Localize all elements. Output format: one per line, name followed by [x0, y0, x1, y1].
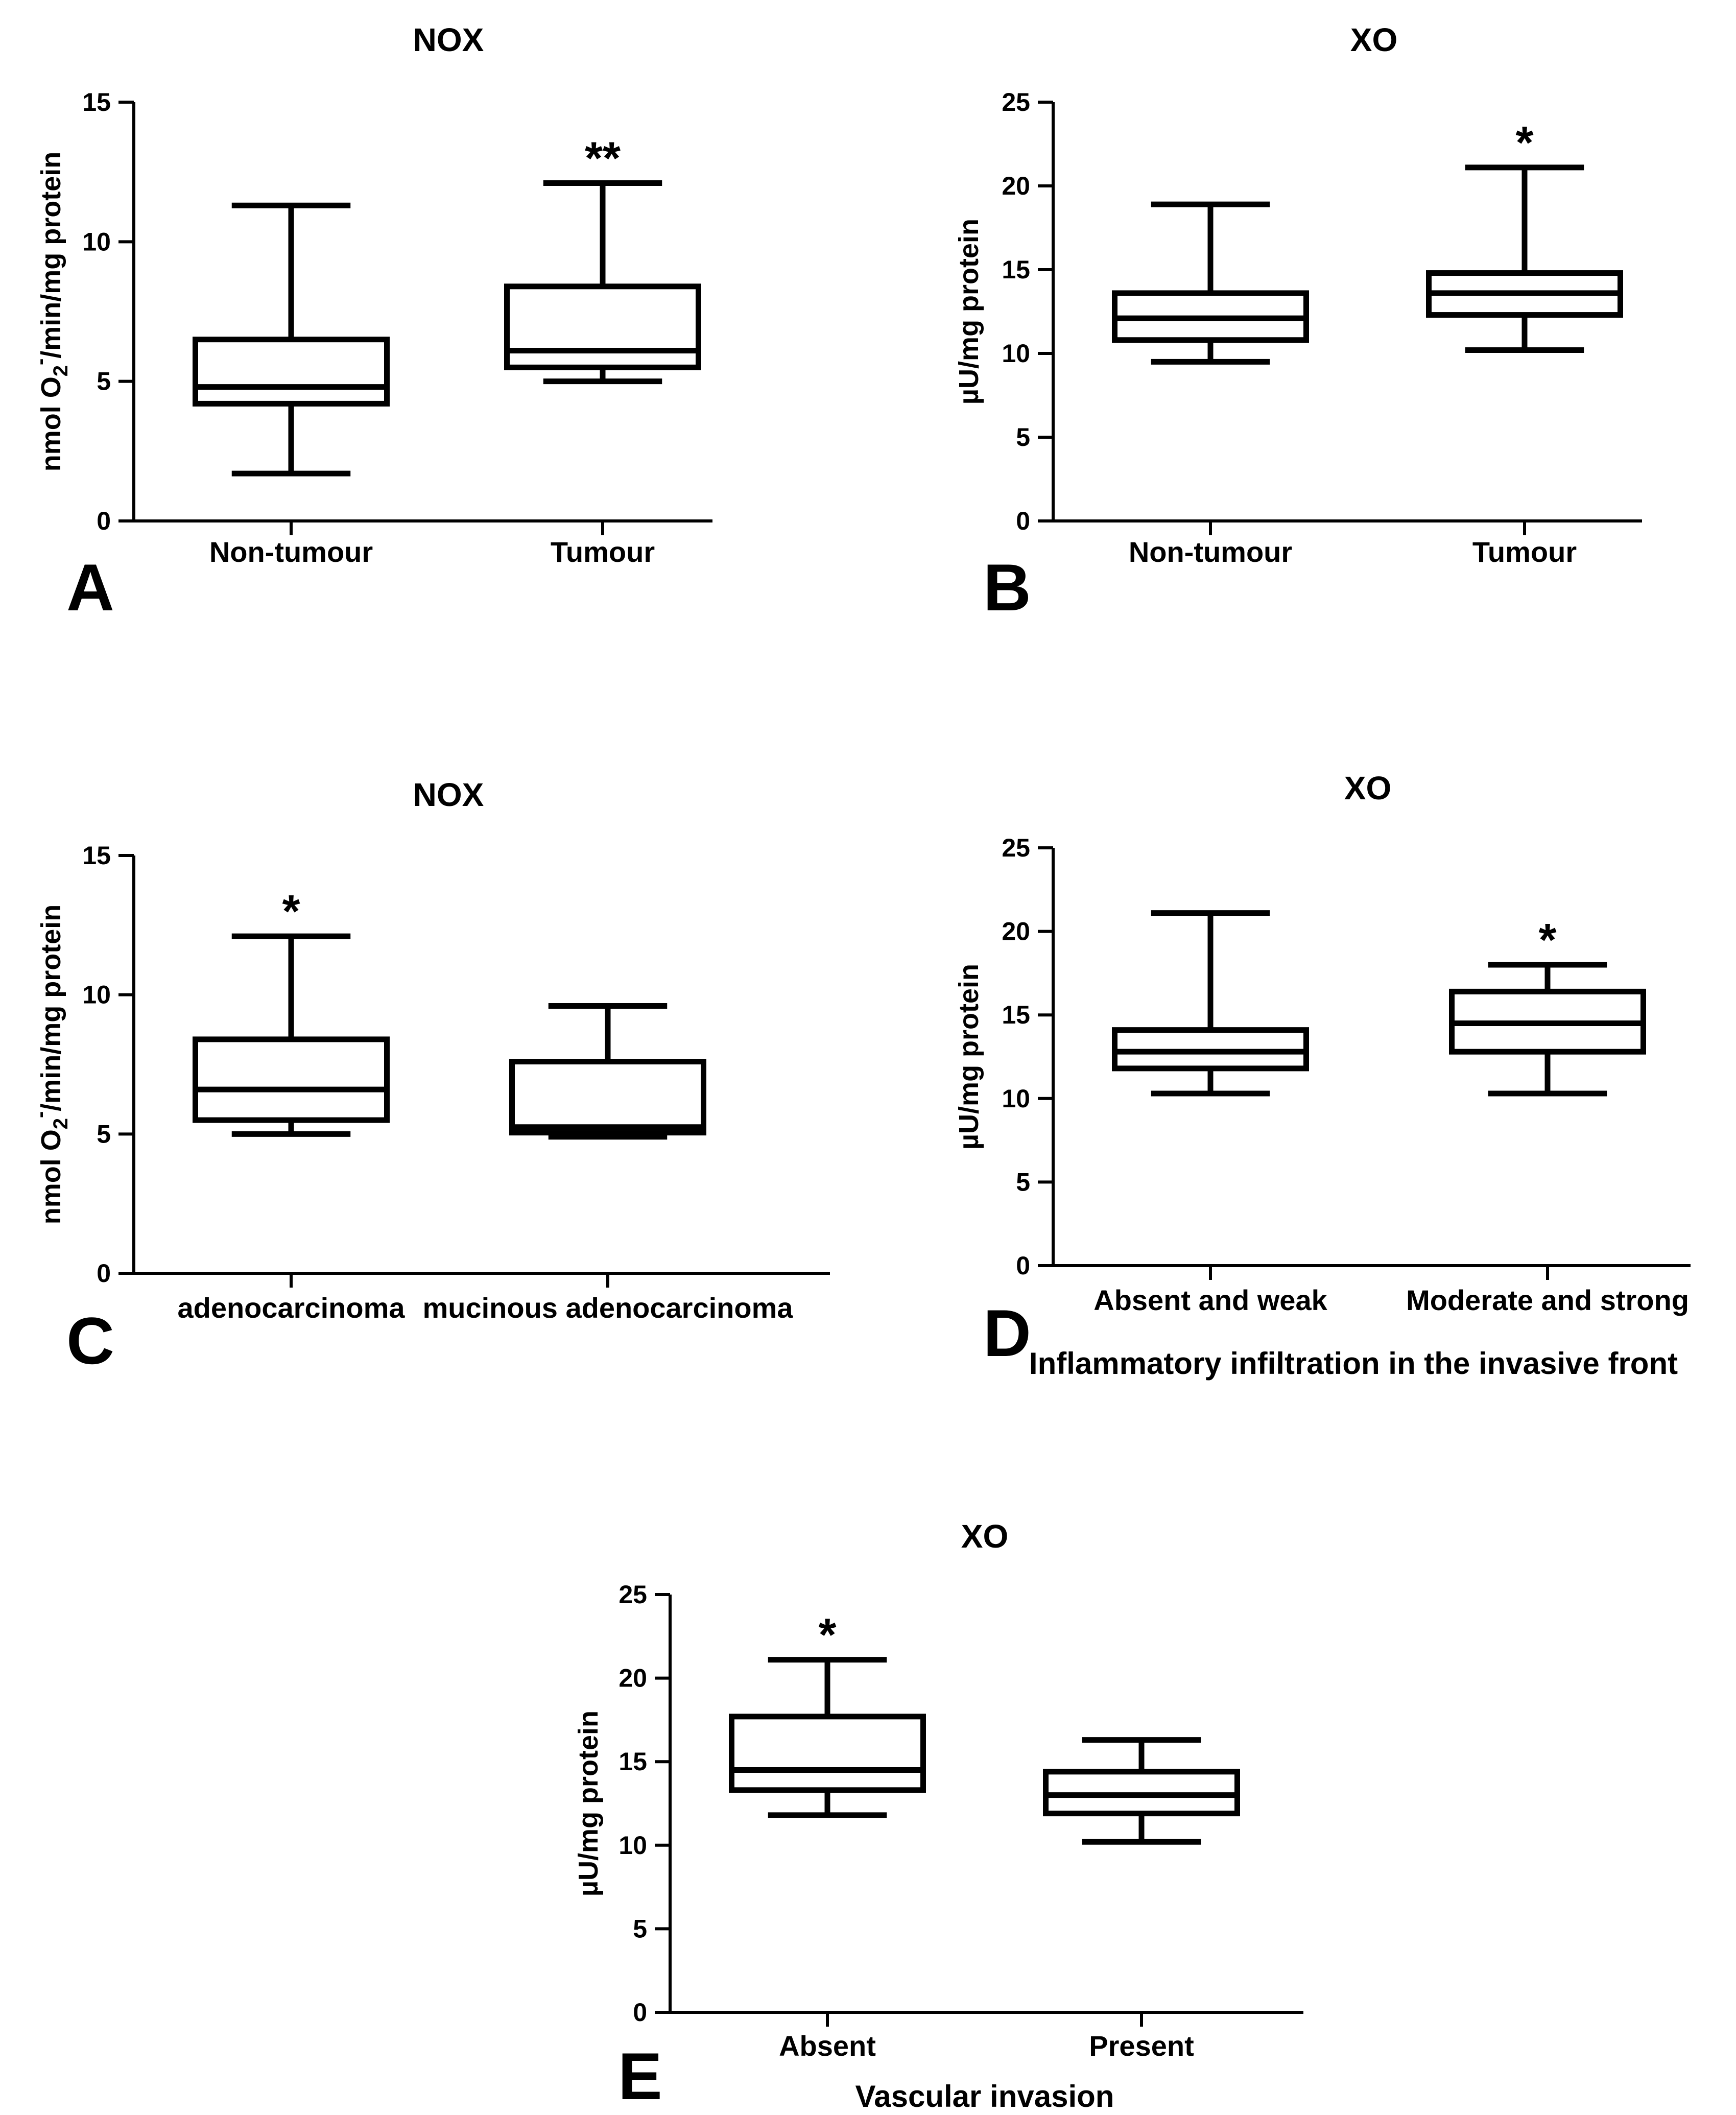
chart-title: NOX — [413, 776, 484, 813]
box-1 — [1112, 910, 1309, 1097]
category-label: Present — [1089, 2030, 1194, 2062]
y-tick-label: 15 — [1002, 1001, 1030, 1029]
iqr-box — [504, 283, 701, 370]
significance-mark: ** — [585, 133, 621, 184]
category-label: Absent and weak — [1093, 1284, 1327, 1316]
category-label: mucinous adenocarcinoma — [422, 1292, 793, 1324]
y-tick-label: 0 — [97, 1259, 111, 1288]
y-tick-label: 10 — [1002, 339, 1030, 368]
y-tick-label: 25 — [1002, 88, 1030, 116]
y-axis-label: µU/mg protein — [573, 1710, 604, 1896]
panel-e: XO 0 5 10 15 20 25 µU/mg protein * Absent Present V… — [573, 1518, 1303, 2113]
y-axis-label: nmol O2-/min/mg protein — [29, 905, 72, 1225]
panel-letter: E — [618, 2039, 662, 2113]
y-tick-label: 20 — [619, 1664, 647, 1693]
y-axis-label: µU/mg protein — [954, 964, 984, 1150]
significance-mark: * — [818, 1610, 836, 1661]
y-tick-label: 15 — [1002, 255, 1030, 284]
y-axis-label: nmol O2-/min/mg protein — [29, 152, 72, 472]
y-tick-label: 0 — [1016, 1251, 1030, 1280]
panel-letter: C — [66, 1303, 114, 1378]
y-tick-label: 20 — [1002, 172, 1030, 200]
y-tick-label: 10 — [619, 1831, 647, 1860]
y-tick-label: 15 — [82, 88, 111, 116]
chart-title: XO — [1344, 770, 1391, 806]
category-label: Moderate and strong — [1406, 1284, 1689, 1316]
category-label: Tumour — [1472, 536, 1577, 568]
x-axis-label: Inflammatory infiltration in the invasiv… — [1029, 1346, 1678, 1381]
significance-mark: * — [282, 886, 300, 937]
category-label: Non-tumour — [209, 536, 373, 568]
y-tick-label: 25 — [619, 1580, 647, 1609]
y-tick-label: 10 — [1002, 1084, 1030, 1113]
y-tick-label: 0 — [633, 1998, 647, 2027]
box-1: * — [729, 1610, 926, 1818]
panel-letter: A — [66, 550, 114, 625]
chart-title: XO — [961, 1518, 1008, 1555]
box-2 — [1043, 1737, 1240, 1845]
box-1 — [193, 202, 390, 477]
iqr-box — [509, 1059, 706, 1136]
y-tick-label: 5 — [1016, 1168, 1030, 1196]
iqr-box — [729, 1714, 926, 1793]
chart-title: XO — [1350, 21, 1397, 58]
box-1: * — [193, 886, 390, 1137]
panel-c: NOX 0 5 10 15 nmol O2-/min/mg protein * adenoca… — [29, 776, 830, 1378]
y-tick-label: 15 — [82, 841, 111, 870]
panel-a: NOX 0 5 10 15 nmol O2-/min/mg protein Non-tumo… — [29, 21, 712, 625]
y-axis-label: µU/mg protein — [954, 219, 984, 405]
y-tick-label: 25 — [1002, 834, 1030, 862]
y-tick-label: 20 — [1002, 917, 1030, 946]
panel-letter: B — [983, 550, 1031, 625]
y-tick-label: 15 — [619, 1747, 647, 1776]
category-label: adenocarcinoma — [177, 1292, 405, 1324]
x-axis-label: Vascular invasion — [855, 2079, 1114, 2113]
box-2: * — [1449, 915, 1646, 1097]
chart-title: NOX — [413, 21, 484, 58]
y-tick-label: 5 — [97, 367, 111, 396]
panel-b: XO 0 5 10 15 20 25 µU/mg protein Non-tumour * Tumo… — [954, 21, 1642, 625]
box-2: * — [1426, 117, 1623, 353]
iqr-box — [193, 337, 390, 407]
y-tick-label: 5 — [97, 1120, 111, 1148]
box-2: ** — [504, 133, 701, 385]
y-tick-label: 0 — [97, 507, 111, 535]
panel-letter: D — [983, 1296, 1031, 1370]
y-tick-label: 5 — [1016, 423, 1030, 451]
box-1 — [1112, 201, 1309, 365]
category-label: Absent — [779, 2030, 876, 2062]
category-label: Tumour — [551, 536, 655, 568]
y-tick-label: 0 — [1016, 507, 1030, 535]
y-tick-label: 5 — [633, 1914, 647, 1943]
category-label: Non-tumour — [1129, 536, 1292, 568]
y-tick-label: 10 — [82, 981, 111, 1009]
panel-d: XO 0 5 10 15 20 25 µU/mg protein Absent and weak… — [954, 770, 1691, 1381]
y-tick-label: 10 — [82, 227, 111, 256]
significance-mark: * — [1515, 117, 1533, 169]
iqr-box — [193, 1036, 390, 1123]
box-2 — [509, 1003, 706, 1140]
significance-mark: * — [1538, 915, 1556, 966]
